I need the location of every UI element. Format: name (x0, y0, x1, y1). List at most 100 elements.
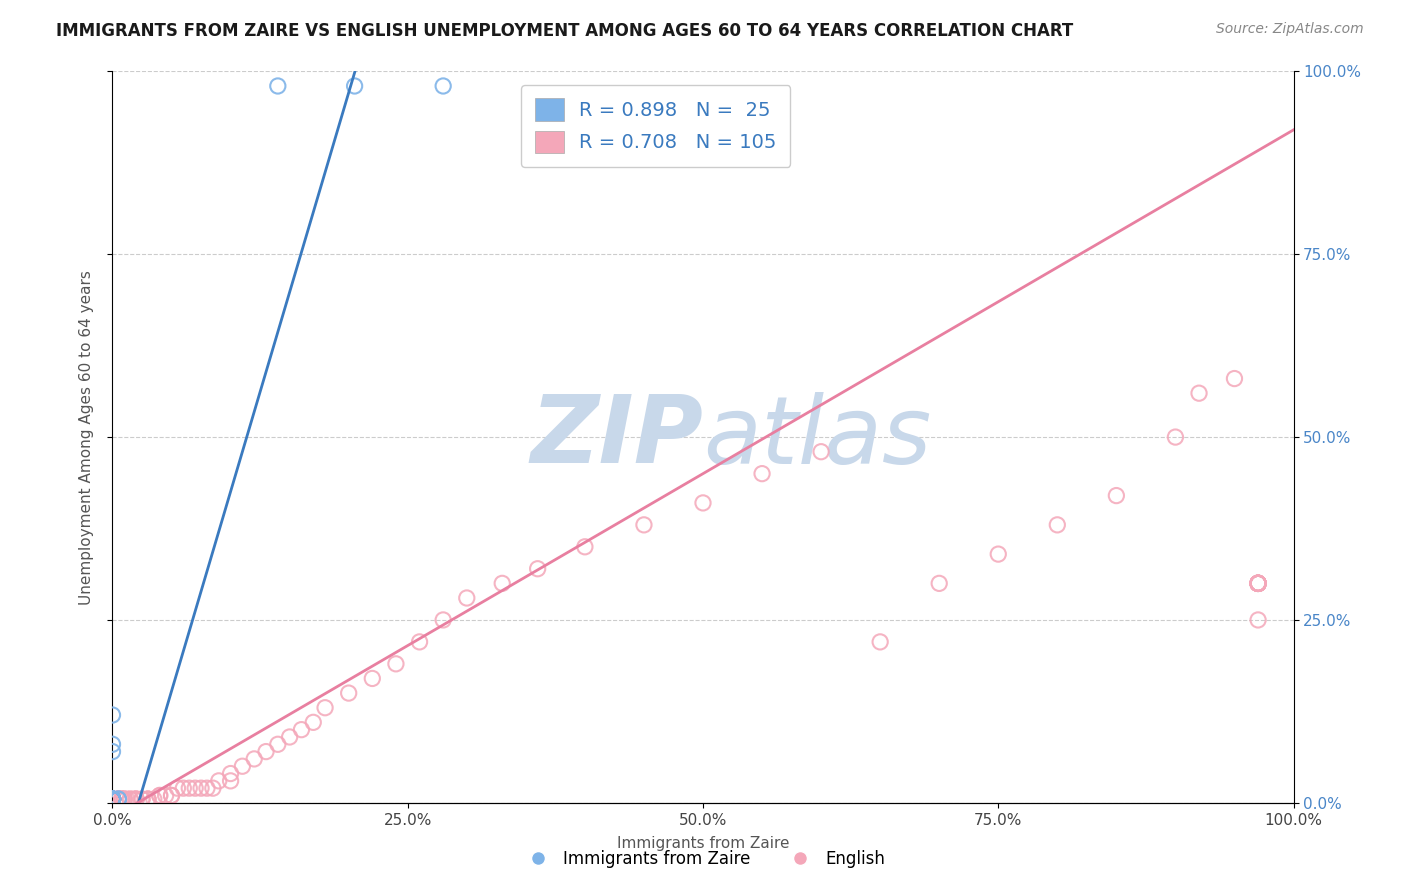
Point (136, 792, 159, 806)
Point (208, 773, 231, 788)
Point (111, 792, 134, 806)
Point (1247, 576, 1270, 591)
Point (101, 792, 124, 806)
Point (243, 752, 266, 766)
Point (101, 792, 124, 806)
Point (1247, 576, 1270, 591)
Point (125, 792, 148, 806)
Point (101, 792, 124, 806)
Point (101, 792, 124, 806)
Point (155, 789, 177, 803)
Point (101, 792, 124, 806)
Point (107, 792, 129, 806)
Point (267, 78, 290, 93)
Point (751, 467, 773, 481)
Point (432, 78, 454, 93)
Point (101, 792, 124, 806)
Point (101, 792, 124, 806)
Point (101, 792, 124, 806)
Point (1188, 386, 1211, 401)
Point (101, 792, 124, 806)
Point (1247, 576, 1270, 591)
Legend: R = 0.898   N =  25, R = 0.708   N = 105: R = 0.898 N = 25, R = 0.708 N = 105 (522, 85, 790, 167)
Point (101, 792, 124, 806)
Point (574, 540, 596, 554)
Point (115, 792, 138, 806)
Point (111, 792, 134, 806)
Point (278, 730, 301, 744)
Point (456, 591, 478, 605)
Point (1247, 576, 1270, 591)
Point (1247, 576, 1270, 591)
Point (101, 745, 124, 759)
Point (1247, 576, 1270, 591)
Point (219, 766, 242, 780)
Point (101, 792, 124, 806)
Point (101, 792, 124, 806)
Point (101, 792, 124, 806)
Point (302, 715, 325, 730)
Point (101, 792, 124, 806)
Point (254, 745, 277, 759)
Point (120, 792, 142, 806)
Point (1247, 576, 1270, 591)
Point (131, 792, 153, 806)
Point (107, 792, 129, 806)
Point (928, 576, 950, 591)
Point (343, 78, 366, 93)
Point (149, 789, 172, 803)
Point (810, 444, 832, 458)
Point (195, 781, 218, 796)
Point (101, 792, 124, 806)
Point (101, 792, 124, 806)
Point (101, 708, 124, 723)
Point (1046, 517, 1069, 532)
Point (101, 792, 124, 806)
Point (101, 792, 124, 806)
Point (184, 781, 207, 796)
Point (314, 700, 336, 714)
Point (491, 576, 513, 591)
Point (101, 792, 124, 806)
X-axis label: Immigrants from Zaire: Immigrants from Zaire (617, 836, 789, 851)
Point (101, 792, 124, 806)
Point (101, 792, 124, 806)
Point (101, 792, 124, 806)
Point (101, 792, 124, 806)
Point (101, 792, 124, 806)
Point (111, 792, 134, 806)
Point (361, 672, 384, 686)
Point (101, 792, 124, 806)
Point (190, 781, 212, 796)
Point (179, 781, 201, 796)
Point (1247, 576, 1270, 591)
Point (101, 792, 124, 806)
Point (231, 759, 253, 773)
Point (1105, 489, 1128, 503)
Point (408, 635, 430, 649)
Point (101, 792, 124, 806)
Point (101, 792, 124, 806)
Point (1247, 576, 1270, 591)
Point (125, 792, 148, 806)
Point (633, 517, 655, 532)
Point (107, 792, 129, 806)
Point (432, 613, 454, 627)
Legend: Immigrants from Zaire, English: Immigrants from Zaire, English (515, 844, 891, 875)
Point (149, 789, 172, 803)
Point (1247, 613, 1270, 627)
Point (101, 792, 124, 806)
Y-axis label: Unemployment Among Ages 60 to 64 years: Unemployment Among Ages 60 to 64 years (79, 269, 94, 605)
Point (107, 792, 129, 806)
Point (136, 792, 159, 806)
Point (1247, 576, 1270, 591)
Point (107, 792, 129, 806)
Point (101, 737, 124, 751)
Point (107, 792, 129, 806)
Point (112, 792, 135, 806)
Point (267, 737, 290, 751)
Point (122, 792, 145, 806)
Point (101, 792, 124, 806)
Point (1247, 576, 1270, 591)
Point (142, 792, 165, 806)
